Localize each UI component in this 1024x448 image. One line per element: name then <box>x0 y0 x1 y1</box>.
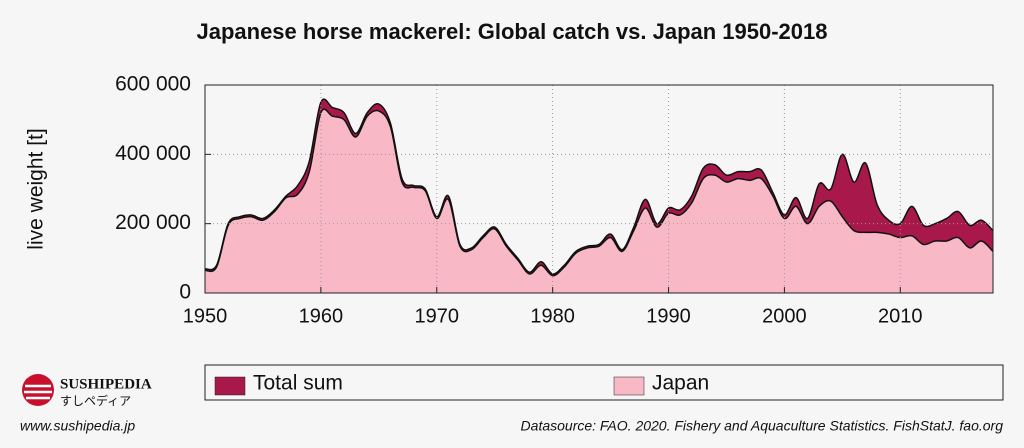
x-tick-label: 1960 <box>299 305 344 327</box>
x-tick-label: 2010 <box>878 305 923 327</box>
area <box>205 109 993 294</box>
y-tick-label: 200 000 <box>115 211 191 234</box>
y-tick-label: 400 000 <box>115 142 191 165</box>
area-outline <box>204 108 994 277</box>
logo-stripes <box>24 384 52 400</box>
legend-box <box>204 364 1004 401</box>
x-tick-label: 1950 <box>183 305 228 327</box>
legend-swatch <box>214 376 246 396</box>
plot-area <box>204 84 994 294</box>
legend-swatch <box>613 376 645 396</box>
source: Datasource: FAO. 2020. Fishery and Aquac… <box>521 418 1004 434</box>
area-outline <box>204 98 994 275</box>
x-tick-label: 2000 <box>762 305 807 327</box>
logo <box>22 374 54 406</box>
y-tick-label: 600 000 <box>115 73 191 96</box>
plot-frame <box>204 84 994 294</box>
legend: Total sum Japan <box>214 372 709 396</box>
logo-icon <box>22 374 54 406</box>
x-tick-label: 1980 <box>530 305 575 327</box>
x-tick-label: 1990 <box>646 305 691 327</box>
website: www.sushipedia.jp <box>20 418 135 434</box>
legend-label: Total sum <box>253 372 343 395</box>
legend-label: Japan <box>652 372 709 395</box>
y-axis-label: live weight [t] <box>25 128 48 249</box>
y-tick-label: 0 <box>179 281 191 304</box>
x-tick-label: 1970 <box>415 305 460 327</box>
chart-title: Japanese horse mackerel: Global catch vs… <box>196 19 827 44</box>
brand: SUSHIPEDIA <box>60 376 152 392</box>
brand-jp: すしペディア <box>60 393 131 408</box>
